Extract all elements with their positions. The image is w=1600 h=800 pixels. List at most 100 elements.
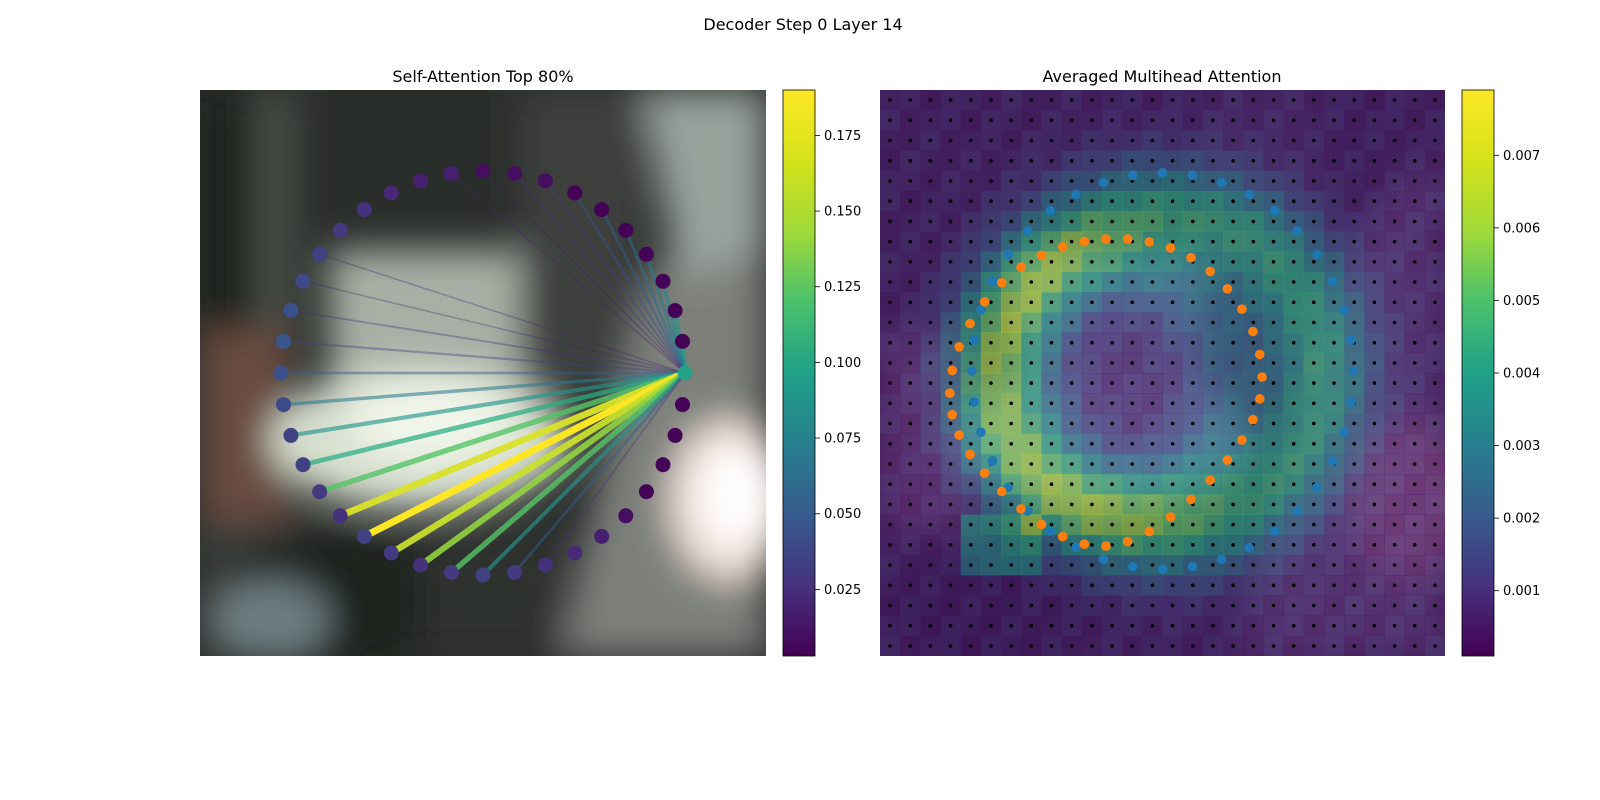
- series-point-orange: [1122, 234, 1133, 244]
- grid-point: [1433, 421, 1437, 426]
- grid-point: [1130, 118, 1134, 123]
- grid-point: [1392, 98, 1397, 102]
- grid-point: [1251, 320, 1256, 325]
- grid-point: [1130, 361, 1134, 365]
- grid-point: [1009, 563, 1013, 567]
- attention-line: [417, 369, 689, 569]
- grid-point: [1271, 320, 1276, 325]
- series-point-blue: [1327, 456, 1338, 466]
- grid-point: [1231, 644, 1235, 648]
- grid-point: [888, 179, 892, 183]
- series-point-orange: [1079, 539, 1090, 549]
- grid-point: [948, 401, 953, 406]
- grid-point: [948, 199, 953, 203]
- grid-point: [1150, 179, 1155, 183]
- grid-point: [1372, 219, 1377, 224]
- grid-point: [1110, 381, 1114, 385]
- grid-point: [1332, 482, 1336, 487]
- series-point-orange: [1186, 494, 1196, 505]
- grid-point: [1231, 361, 1235, 365]
- grid-point: [1251, 644, 1256, 648]
- grid-point: [1150, 199, 1155, 203]
- grid-point: [1009, 300, 1013, 305]
- grid-point: [1009, 583, 1013, 588]
- grid-point: [1372, 260, 1377, 264]
- series-point-blue: [1003, 249, 1013, 260]
- grid-point: [1332, 118, 1336, 123]
- series-point-orange: [1016, 262, 1026, 273]
- grid-point: [1392, 260, 1397, 264]
- grid-point: [908, 179, 913, 183]
- grid-point: [1312, 300, 1316, 305]
- grid-point: [1150, 401, 1155, 406]
- grid-point: [1029, 179, 1034, 183]
- series-point-orange: [1248, 414, 1258, 425]
- right-colorbar: 0.001 0.002 0.003 0.004 0.005 0.006 0.007: [1461, 89, 1540, 657]
- left-panel-title: Self-Attention Top 80%: [392, 67, 573, 86]
- grid-point: [1191, 118, 1195, 123]
- attention-line: [281, 371, 687, 407]
- series-point-orange: [947, 365, 957, 376]
- grid-point: [1412, 603, 1417, 608]
- grid-point: [969, 583, 973, 588]
- query-point: [507, 565, 523, 580]
- grid-point: [1231, 401, 1235, 406]
- query-point: [276, 397, 291, 413]
- query-point: [332, 508, 348, 524]
- grid-point: [1130, 603, 1134, 608]
- grid-point: [1433, 522, 1437, 527]
- grid-point: [1029, 462, 1034, 466]
- grid-point: [1150, 159, 1155, 163]
- grid-point: [1433, 320, 1437, 325]
- grid-point: [1170, 502, 1175, 507]
- grid-point: [1231, 563, 1235, 567]
- grid-point: [1049, 522, 1054, 527]
- grid-point: [989, 118, 993, 123]
- grid-point: [1009, 462, 1013, 466]
- grid-point: [1150, 644, 1155, 648]
- grid-point: [928, 421, 933, 426]
- grid-point: [948, 118, 953, 123]
- series-point-blue: [1346, 397, 1356, 407]
- grid-point: [1332, 98, 1336, 102]
- grid-point: [1433, 563, 1437, 567]
- grid-point: [1110, 340, 1114, 345]
- series-point-blue: [1022, 226, 1033, 236]
- grid-point: [948, 340, 953, 345]
- attention-line: [450, 172, 686, 374]
- grid-point: [1049, 644, 1054, 648]
- grid-point: [1312, 543, 1316, 547]
- grid-point: [1191, 159, 1195, 163]
- series-point-blue: [1244, 542, 1254, 553]
- grid-point: [1090, 482, 1094, 487]
- grid-point: [1433, 118, 1437, 123]
- grid-point: [1150, 502, 1155, 507]
- series-point-blue: [987, 276, 998, 286]
- grid-point: [1433, 219, 1437, 224]
- series-point-orange: [1186, 252, 1196, 263]
- grid-point: [1069, 563, 1074, 567]
- grid-point: [948, 361, 953, 365]
- grid-point: [1312, 603, 1316, 608]
- grid-point: [1372, 280, 1377, 284]
- attention-line: [644, 252, 687, 375]
- grid-point: [1433, 340, 1437, 345]
- attention-lines: [279, 170, 689, 578]
- grid-point: [888, 644, 892, 648]
- grid-point: [1251, 340, 1256, 345]
- grid-point: [1392, 159, 1397, 163]
- series-point-blue: [1339, 427, 1349, 438]
- grid-point: [969, 462, 973, 466]
- query-point: [332, 222, 348, 238]
- grid-point: [908, 623, 913, 628]
- grid-point: [1049, 563, 1054, 567]
- grid-point: [1009, 239, 1013, 244]
- grid-point: [888, 260, 892, 264]
- grid-point: [1251, 502, 1256, 507]
- colorbar-tick-label: 0.003: [1503, 439, 1540, 454]
- grid-point: [1211, 138, 1215, 143]
- grid-point: [1231, 603, 1235, 608]
- grid-point: [1231, 98, 1235, 102]
- query-point: [356, 202, 372, 218]
- grid-point: [1231, 199, 1235, 203]
